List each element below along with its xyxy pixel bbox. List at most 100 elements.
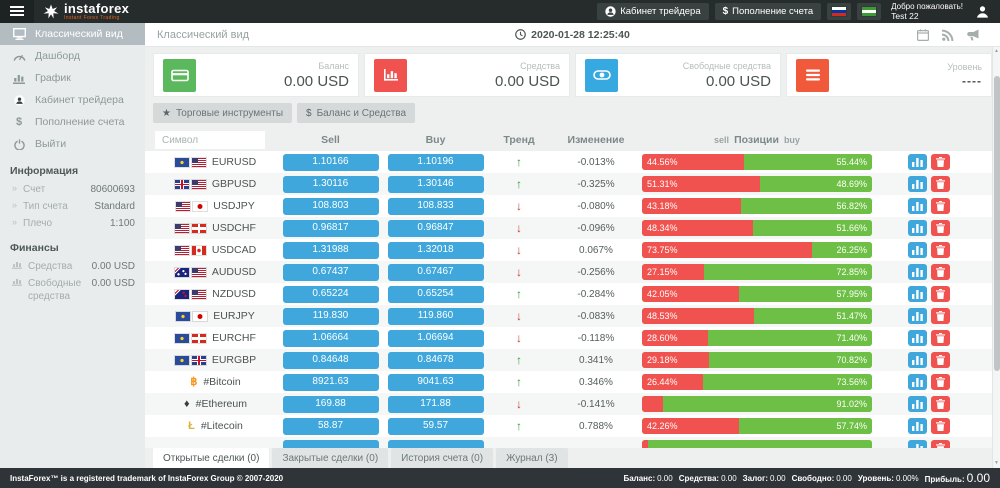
deposit-button[interactable]: $ Пополнение счета [714,3,822,20]
chart-button[interactable] [908,220,927,236]
chart-button[interactable] [908,286,927,302]
buy-button[interactable]: 0.84678 [387,351,484,369]
tab-account-history[interactable]: История счета (0) [391,448,494,468]
rss-icon[interactable] [942,29,954,41]
buy-button[interactable]: 1.10196 [387,153,484,171]
buy-button[interactable]: 171.88 [387,395,484,413]
sell-button[interactable]: 0.65224 [282,285,379,303]
footer-stat: Баланс: 0.00 [623,474,672,483]
sidebar-item-chart[interactable]: График [0,67,145,89]
sell-button[interactable]: 1.31988 [282,241,379,259]
person-icon [605,6,616,17]
delete-button[interactable] [931,418,950,434]
delete-button[interactable] [931,440,950,448]
chart-bars-icon [912,201,923,211]
megaphone-icon[interactable] [967,29,980,41]
sell-button[interactable]: 1.30116 [282,175,379,193]
delete-button[interactable] [931,286,950,302]
delete-button[interactable] [931,308,950,324]
language-secondary-button[interactable] [857,3,882,20]
sell-button[interactable]: 8921.63 [282,373,379,391]
chart-button[interactable] [908,198,927,214]
change-value: -0.141% [577,398,615,410]
buy-button[interactable]: 1.32018 [387,241,484,259]
delete-button[interactable] [931,242,950,258]
menu-button[interactable] [0,0,34,23]
chart-button[interactable] [908,308,927,324]
scrollbar-down-arrow[interactable]: ▼ [994,460,999,466]
footer-stat-value: 0.00% [895,473,919,483]
sell-button[interactable]: 0.84648 [282,351,379,369]
delete-button[interactable] [931,154,950,170]
sidebar-item-dashboard[interactable]: Дашборд [0,45,145,67]
sidebar-item-logout[interactable]: Выйти [0,133,145,155]
chart-button[interactable] [908,352,927,368]
sell-button[interactable]: 119.830 [282,307,379,325]
sell-button[interactable]: 108.803 [282,197,379,215]
scrollbar-up-arrow[interactable]: ▲ [994,48,999,54]
card-value: 0.00 USD [283,72,349,90]
chart-button[interactable] [908,154,927,170]
scrollbar-thumb[interactable] [993,76,1000,371]
buy-button[interactable]: 0.65254 [387,285,484,303]
buy-button[interactable]: 9041.63 [387,373,484,391]
delete-button[interactable] [931,352,950,368]
tab-closed-trades[interactable]: Закрытые сделки (0) [272,448,389,468]
delete-button[interactable] [931,396,950,412]
topbar: instaforex Instant Forex Trading Кабинет… [0,0,1000,23]
sidebar-item-deposit[interactable]: $ Пополнение счета [0,111,145,133]
chart-button[interactable] [908,330,927,346]
tab-open-trades[interactable]: Открытые сделки (0) [153,448,270,468]
chart-button[interactable] [908,396,927,412]
avatar-icon[interactable] [973,4,991,20]
chart-button[interactable] [908,264,927,280]
positions-bar: 29.18% 70.82% [642,352,872,368]
change-value: 0.067% [579,244,613,256]
buy-positions-segment: 73.56% [702,374,872,390]
trading-instruments-button[interactable]: ★ Торговые инструменты [153,103,292,123]
sell-button[interactable]: 1.06664 [282,329,379,347]
trend-up-icon: ↑ [516,353,522,367]
delete-button[interactable] [931,374,950,390]
sell-button[interactable]: 0.67437 [282,263,379,281]
buy-button[interactable] [387,439,484,448]
calendar-icon[interactable] [917,28,929,41]
buy-button[interactable]: 59.57 [387,417,484,435]
sell-button[interactable]: 58.87 [282,417,379,435]
tab-journal[interactable]: Журнал (3) [496,448,568,468]
balance-funds-button[interactable]: $ Баланс и Средства [297,103,416,123]
chart-button[interactable] [908,176,927,192]
trader-cabinet-button[interactable]: Кабинет трейдера [597,3,709,20]
chart-button[interactable] [908,440,927,448]
delete-button[interactable] [931,198,950,214]
change-value: -0.284% [577,288,615,300]
buy-button[interactable]: 0.67467 [387,263,484,281]
buy-button[interactable]: 1.30146 [387,175,484,193]
buy-positions-segment: 57.95% [738,286,872,302]
delete-button[interactable] [931,330,950,346]
finance-value: 0.00 USD [91,278,135,289]
chart-button[interactable] [908,242,927,258]
buy-positions-segment: 57.74% [739,418,872,434]
column-header-change: Изменение [567,134,625,146]
buy-button[interactable]: 119.860 [387,307,484,325]
sidebar-item-trader-cabinet[interactable]: Кабинет трейдера [0,89,145,111]
buy-button[interactable]: 0.96847 [387,219,484,237]
sell-button[interactable]: 169.88 [282,395,379,413]
buy-button[interactable]: 1.06694 [387,329,484,347]
chart-button[interactable] [908,374,927,390]
symbol-filter-input[interactable] [155,131,265,149]
sidebar-item-classic-view[interactable]: Классический вид [0,23,145,45]
sidebar-item-label: Дашборд [35,50,80,62]
sell-button[interactable]: 0.96817 [282,219,379,237]
delete-button[interactable] [931,220,950,236]
language-russian-button[interactable] [827,3,852,20]
chart-button[interactable] [908,418,927,434]
scrollbar[interactable]: ▲ ▼ [992,47,1000,468]
sell-button[interactable] [282,439,379,448]
buy-button[interactable]: 108.833 [387,197,484,215]
delete-button[interactable] [931,176,950,192]
delete-button[interactable] [931,264,950,280]
sell-button[interactable]: 1.10166 [282,153,379,171]
